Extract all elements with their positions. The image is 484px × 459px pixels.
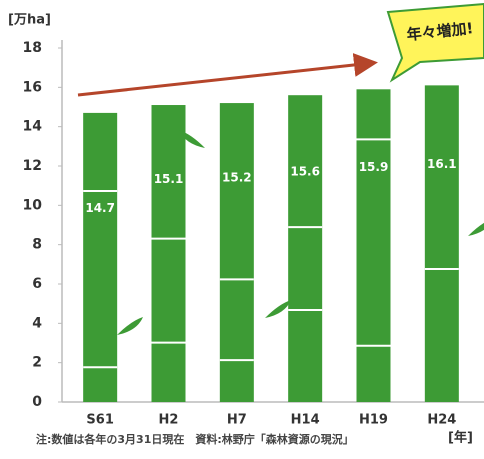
x-tick-label: H7	[227, 413, 247, 428]
y-tick-label: 18	[23, 40, 42, 56]
x-tick-label: H24	[427, 413, 456, 428]
x-unit-label: [年]	[448, 430, 473, 446]
value-label: 15.9	[359, 160, 389, 174]
y-tick-label: 6	[32, 276, 42, 292]
leaf	[179, 130, 205, 148]
bar	[219, 103, 254, 403]
leaf	[468, 222, 484, 236]
x-tick-label: S61	[86, 413, 113, 428]
bar	[356, 89, 391, 403]
y-tick-label: 16	[23, 79, 42, 95]
value-label: 14.7	[85, 201, 115, 215]
value-label: 16.1	[427, 157, 457, 171]
x-tick-label: H2	[159, 413, 179, 428]
y-tick-label: 12	[23, 158, 42, 174]
y-tick-label: 8	[32, 237, 42, 253]
value-label: 15.2	[222, 170, 252, 184]
bar	[151, 105, 186, 403]
trend-arrow	[77, 53, 378, 97]
y-tick-label: 14	[23, 119, 43, 135]
leaf	[265, 300, 291, 318]
value-label: 15.1	[154, 172, 184, 186]
x-tick-label: H14	[291, 413, 320, 428]
bar	[83, 112, 118, 403]
leaf	[117, 317, 143, 335]
y-tick-label: 10	[23, 197, 43, 213]
bar	[288, 95, 323, 402]
y-unit-label: [万ha]	[8, 13, 51, 28]
callout-bubble	[386, 2, 484, 83]
y-tick-label: 2	[32, 355, 42, 371]
x-tick-label: H19	[359, 413, 388, 428]
bar	[424, 85, 459, 402]
y-tick-label: 4	[32, 315, 42, 331]
y-tick-label: 0	[32, 394, 42, 410]
note: 注:数値は各年の3月31日現在 資料:林野庁「森林資源の現況」	[36, 432, 354, 446]
value-label: 15.6	[290, 164, 320, 178]
